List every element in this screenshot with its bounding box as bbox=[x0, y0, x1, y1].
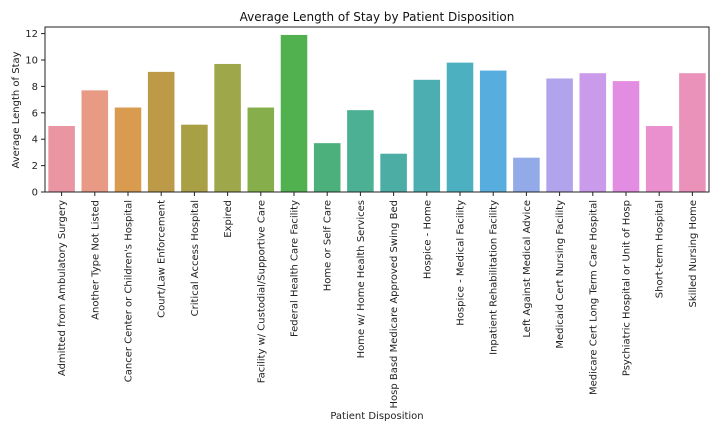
bar bbox=[446, 62, 474, 192]
x-axis-title: Patient Disposition bbox=[330, 411, 423, 422]
bar bbox=[247, 107, 275, 192]
bar bbox=[81, 90, 109, 192]
x-axis: Admitted from Ambulatory Surgery Another … bbox=[57, 192, 699, 409]
x-tick-label: Hospice - Medical Facility bbox=[456, 200, 467, 326]
x-tick-label: Hosp Basd Medicare Approved Swing Bed bbox=[389, 200, 400, 409]
y-tick-label: 12 bbox=[25, 29, 38, 40]
bar bbox=[48, 126, 75, 192]
y-tick-label: 8 bbox=[32, 82, 38, 93]
x-tick-label: Inpatient Rehabilitation Facility bbox=[489, 200, 500, 355]
x-tick-label: Short-term Hospital bbox=[655, 200, 666, 298]
bar bbox=[546, 78, 573, 192]
bar bbox=[280, 34, 308, 192]
x-tick-label: Cancer Center or Children's Hospital bbox=[124, 200, 135, 382]
bar bbox=[114, 107, 142, 192]
bar bbox=[147, 71, 175, 192]
x-tick-label: Hospice - Home bbox=[422, 200, 433, 279]
x-tick-label: Federal Health Care Facility bbox=[290, 200, 301, 337]
chart-title: Average Length of Stay by Patient Dispos… bbox=[240, 10, 515, 24]
y-tick-label: 6 bbox=[32, 108, 38, 119]
x-tick-label: Critical Access Hospital bbox=[190, 200, 201, 316]
x-tick-label: Psychiatric Hospital or Unit of Hosp bbox=[622, 200, 633, 376]
bar bbox=[612, 81, 640, 192]
y-axis: 0 2 4 6 8 10 12 bbox=[25, 29, 45, 199]
y-tick-label: 4 bbox=[32, 135, 38, 146]
bar bbox=[313, 143, 341, 192]
x-tick-label: Skilled Nursing Home bbox=[688, 200, 699, 307]
bar bbox=[579, 73, 607, 192]
x-tick-label: Left Against Medical Advice bbox=[522, 200, 533, 338]
bar bbox=[380, 153, 407, 192]
bar bbox=[679, 73, 706, 192]
x-tick-label: Expired bbox=[223, 200, 234, 238]
x-tick-label: Facility w/ Custodial/Supportive Care bbox=[256, 200, 267, 383]
x-tick-label: Medicare Cert Long Term Care Hospital bbox=[588, 200, 599, 395]
bar bbox=[413, 79, 441, 192]
x-tick-label: Medicaid Cert Nursing Facility bbox=[555, 200, 566, 349]
bar bbox=[513, 157, 540, 192]
x-tick-label: Home w/ Home Health Services bbox=[356, 200, 367, 358]
y-tick-label: 10 bbox=[25, 56, 38, 67]
x-tick-label: Court/Law Enforcement bbox=[157, 200, 168, 318]
y-tick-label: 0 bbox=[32, 188, 38, 199]
y-tick-label: 2 bbox=[32, 161, 38, 172]
x-tick-label: Admitted from Ambulatory Surgery bbox=[57, 200, 68, 376]
bar bbox=[645, 126, 673, 192]
bars-group bbox=[48, 34, 706, 193]
bar bbox=[347, 110, 374, 192]
x-tick-label: Home or Self Care bbox=[323, 200, 334, 291]
y-axis-title: Average Length of Stay bbox=[11, 51, 22, 168]
plot-frame bbox=[44, 26, 710, 193]
bar bbox=[214, 63, 241, 193]
bar bbox=[181, 124, 208, 192]
x-tick-label: Another Type Not Listed bbox=[90, 200, 101, 320]
bar bbox=[479, 70, 507, 192]
